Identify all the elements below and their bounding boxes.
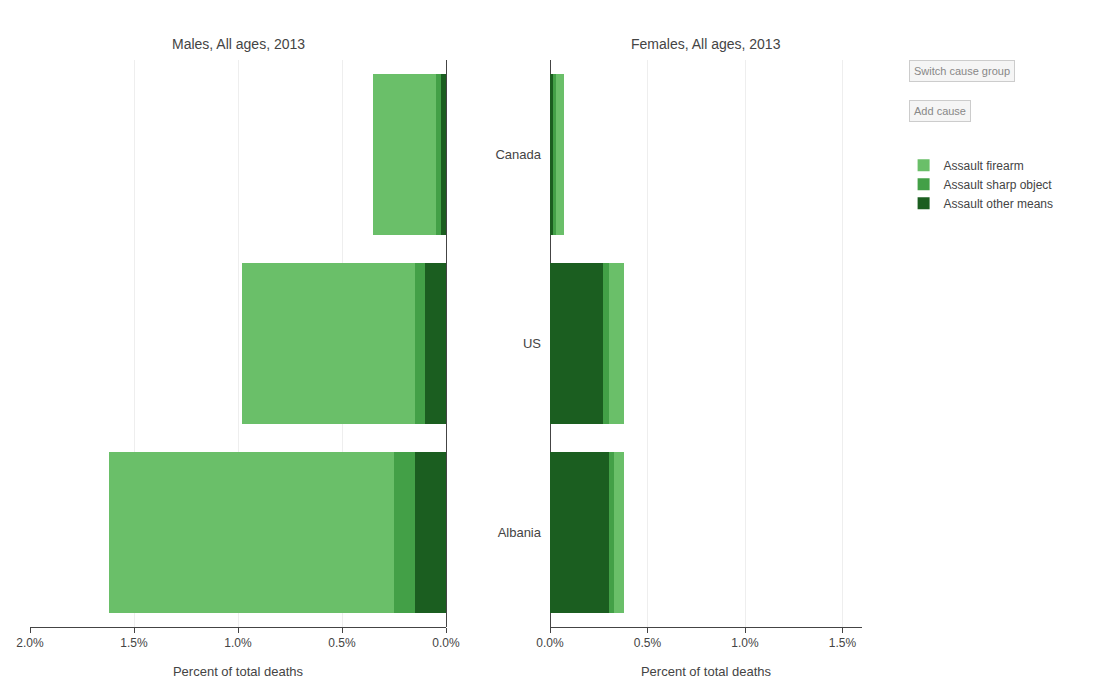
svg-text:Assault firearm: Assault firearm [944, 159, 1024, 173]
svg-text:1.5%: 1.5% [120, 636, 148, 650]
svg-text:1.0%: 1.0% [224, 636, 252, 650]
svg-text:0.0%: 0.0% [536, 636, 564, 650]
svg-text:Percent of total deaths: Percent of total deaths [641, 664, 772, 679]
svg-text:Percent of total deaths: Percent of total deaths [173, 664, 304, 679]
svg-text:2.0%: 2.0% [16, 636, 44, 650]
svg-text:Canada: Canada [495, 147, 541, 162]
svg-text:Assault sharp object: Assault sharp object [944, 178, 1053, 192]
svg-text:Switch cause group: Switch cause group [914, 65, 1010, 77]
svg-text:Assault other means: Assault other means [944, 197, 1053, 211]
svg-text:Males, All ages, 2013: Males, All ages, 2013 [172, 36, 305, 52]
svg-text:0.5%: 0.5% [634, 636, 662, 650]
svg-text:1.0%: 1.0% [731, 636, 759, 650]
svg-text:0.0%: 0.0% [432, 636, 460, 650]
svg-text:US: US [523, 336, 541, 351]
svg-text:Albania: Albania [498, 525, 542, 540]
svg-text:Females, All ages, 2013: Females, All ages, 2013 [631, 36, 781, 52]
svg-text:0.5%: 0.5% [328, 636, 356, 650]
svg-text:Add cause: Add cause [914, 105, 966, 117]
svg-text:1.5%: 1.5% [829, 636, 857, 650]
